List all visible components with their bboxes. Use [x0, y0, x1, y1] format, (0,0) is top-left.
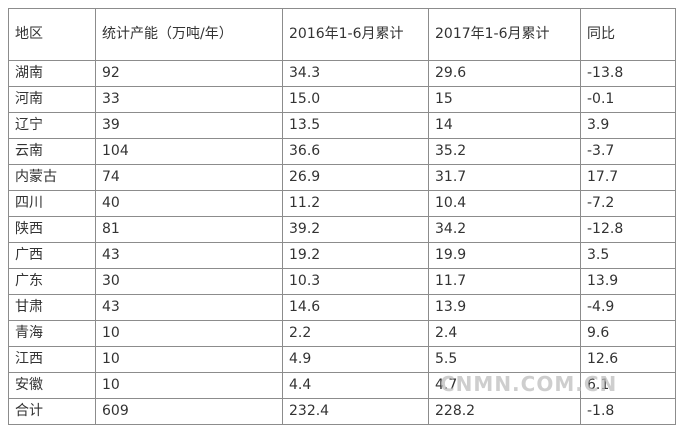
table-cell: 34.2	[428, 216, 581, 243]
table-cell: 74	[95, 164, 283, 191]
table-cell: 四川	[8, 190, 96, 217]
table-cell: 81	[95, 216, 283, 243]
table-cell: 云南	[8, 138, 96, 165]
table-cell: 29.6	[428, 60, 581, 87]
table-cell: 湖南	[8, 60, 96, 87]
table-cell: 广东	[8, 268, 96, 295]
table-row: 安徽 10 4.4 4.7 6.1	[8, 372, 676, 399]
table-cell: 12.6	[580, 346, 676, 373]
table-cell: 10.3	[282, 268, 429, 295]
table-cell: 安徽	[8, 372, 96, 399]
table-cell: 9.6	[580, 320, 676, 347]
table-cell: 辽宁	[8, 112, 96, 139]
table-cell: 609	[95, 398, 283, 425]
table-cell: 15	[428, 86, 581, 113]
table-body: 地区 统计产能（万吨/年） 2016年1-6月累计 2017年1-6月累计 同比 湖南 92…	[8, 8, 676, 425]
table-cell: 内蒙古	[8, 164, 96, 191]
table-cell: 31.7	[428, 164, 581, 191]
table-cell: 10	[95, 320, 283, 347]
table-cell: 13.9	[428, 294, 581, 321]
table-cell: 15.0	[282, 86, 429, 113]
table-row: 江西 10 4.9 5.5 12.6	[8, 346, 676, 373]
table-row: 湖南 92 34.3 29.6 -13.8	[8, 60, 676, 87]
table-cell: 6.1	[580, 372, 676, 399]
table-cell: -4.9	[580, 294, 676, 321]
table-cell: 39.2	[282, 216, 429, 243]
table-cell: 13.5	[282, 112, 429, 139]
table-cell: 5.5	[428, 346, 581, 373]
table-cell: -7.2	[580, 190, 676, 217]
table-row: 云南 104 36.6 35.2 -3.7	[8, 138, 676, 165]
table-cell: 10	[95, 372, 283, 399]
table-row: 四川 40 11.2 10.4 -7.2	[8, 190, 676, 217]
table-cell: 13.9	[580, 268, 676, 295]
table-row: 甘肃 43 14.6 13.9 -4.9	[8, 294, 676, 321]
table-cell: -1.8	[580, 398, 676, 425]
table-row: 陕西 81 39.2 34.2 -12.8	[8, 216, 676, 243]
table-cell: 合计	[8, 398, 96, 425]
table-cell: 10	[95, 346, 283, 373]
table-cell: 河南	[8, 86, 96, 113]
table-cell: 33	[95, 86, 283, 113]
table-row: 河南 33 15.0 15 -0.1	[8, 86, 676, 113]
table-cell: 92	[95, 60, 283, 87]
data-table: 地区 统计产能（万吨/年） 2016年1-6月累计 2017年1-6月累计 同比 湖南 92…	[8, 8, 676, 425]
table-cell: 104	[95, 138, 283, 165]
table-cell: 陕西	[8, 216, 96, 243]
table-row: 辽宁 39 13.5 14 3.9	[8, 112, 676, 139]
table-cell: 2017年1-6月累计	[428, 8, 581, 61]
table-cell: 2.4	[428, 320, 581, 347]
table-cell: 3.5	[580, 242, 676, 269]
table-cell: 34.3	[282, 60, 429, 87]
table-row: 广西 43 19.2 19.9 3.5	[8, 242, 676, 269]
table-cell: 26.9	[282, 164, 429, 191]
table-cell: 10.4	[428, 190, 581, 217]
table-row: 合计 609 232.4 228.2 -1.8	[8, 398, 676, 425]
table-cell: 11.7	[428, 268, 581, 295]
table-cell: 14	[428, 112, 581, 139]
table-cell: 广西	[8, 242, 96, 269]
table-cell: 232.4	[282, 398, 429, 425]
table-cell: 40	[95, 190, 283, 217]
table-cell: 江西	[8, 346, 96, 373]
table-cell: -3.7	[580, 138, 676, 165]
table-cell: 17.7	[580, 164, 676, 191]
table-cell: 19.2	[282, 242, 429, 269]
table-cell: 43	[95, 242, 283, 269]
header-row: 地区 统计产能（万吨/年） 2016年1-6月累计 2017年1-6月累计 同比	[8, 8, 676, 61]
table-row: 广东 30 10.3 11.7 13.9	[8, 268, 676, 295]
table-row: 青海 10 2.2 2.4 9.6	[8, 320, 676, 347]
table-cell: 4.7	[428, 372, 581, 399]
table-cell: 2016年1-6月累计	[282, 8, 429, 61]
table-cell: 地区	[8, 8, 96, 61]
table-row: 内蒙古 74 26.9 31.7 17.7	[8, 164, 676, 191]
table-cell: 3.9	[580, 112, 676, 139]
table-cell: 14.6	[282, 294, 429, 321]
table-cell: 228.2	[428, 398, 581, 425]
table-cell: 4.9	[282, 346, 429, 373]
table-cell: 4.4	[282, 372, 429, 399]
table-cell: 30	[95, 268, 283, 295]
table-cell: 同比	[580, 8, 676, 61]
table-cell: 43	[95, 294, 283, 321]
table-cell: 36.6	[282, 138, 429, 165]
table-cell: -13.8	[580, 60, 676, 87]
table-cell: 35.2	[428, 138, 581, 165]
table-cell: 2.2	[282, 320, 429, 347]
table-cell: -0.1	[580, 86, 676, 113]
table-cell: -12.8	[580, 216, 676, 243]
table-cell: 青海	[8, 320, 96, 347]
table-cell: 11.2	[282, 190, 429, 217]
table-cell: 39	[95, 112, 283, 139]
table-cell: 统计产能（万吨/年）	[95, 8, 283, 61]
table-cell: 甘肃	[8, 294, 96, 321]
table-cell: 19.9	[428, 242, 581, 269]
